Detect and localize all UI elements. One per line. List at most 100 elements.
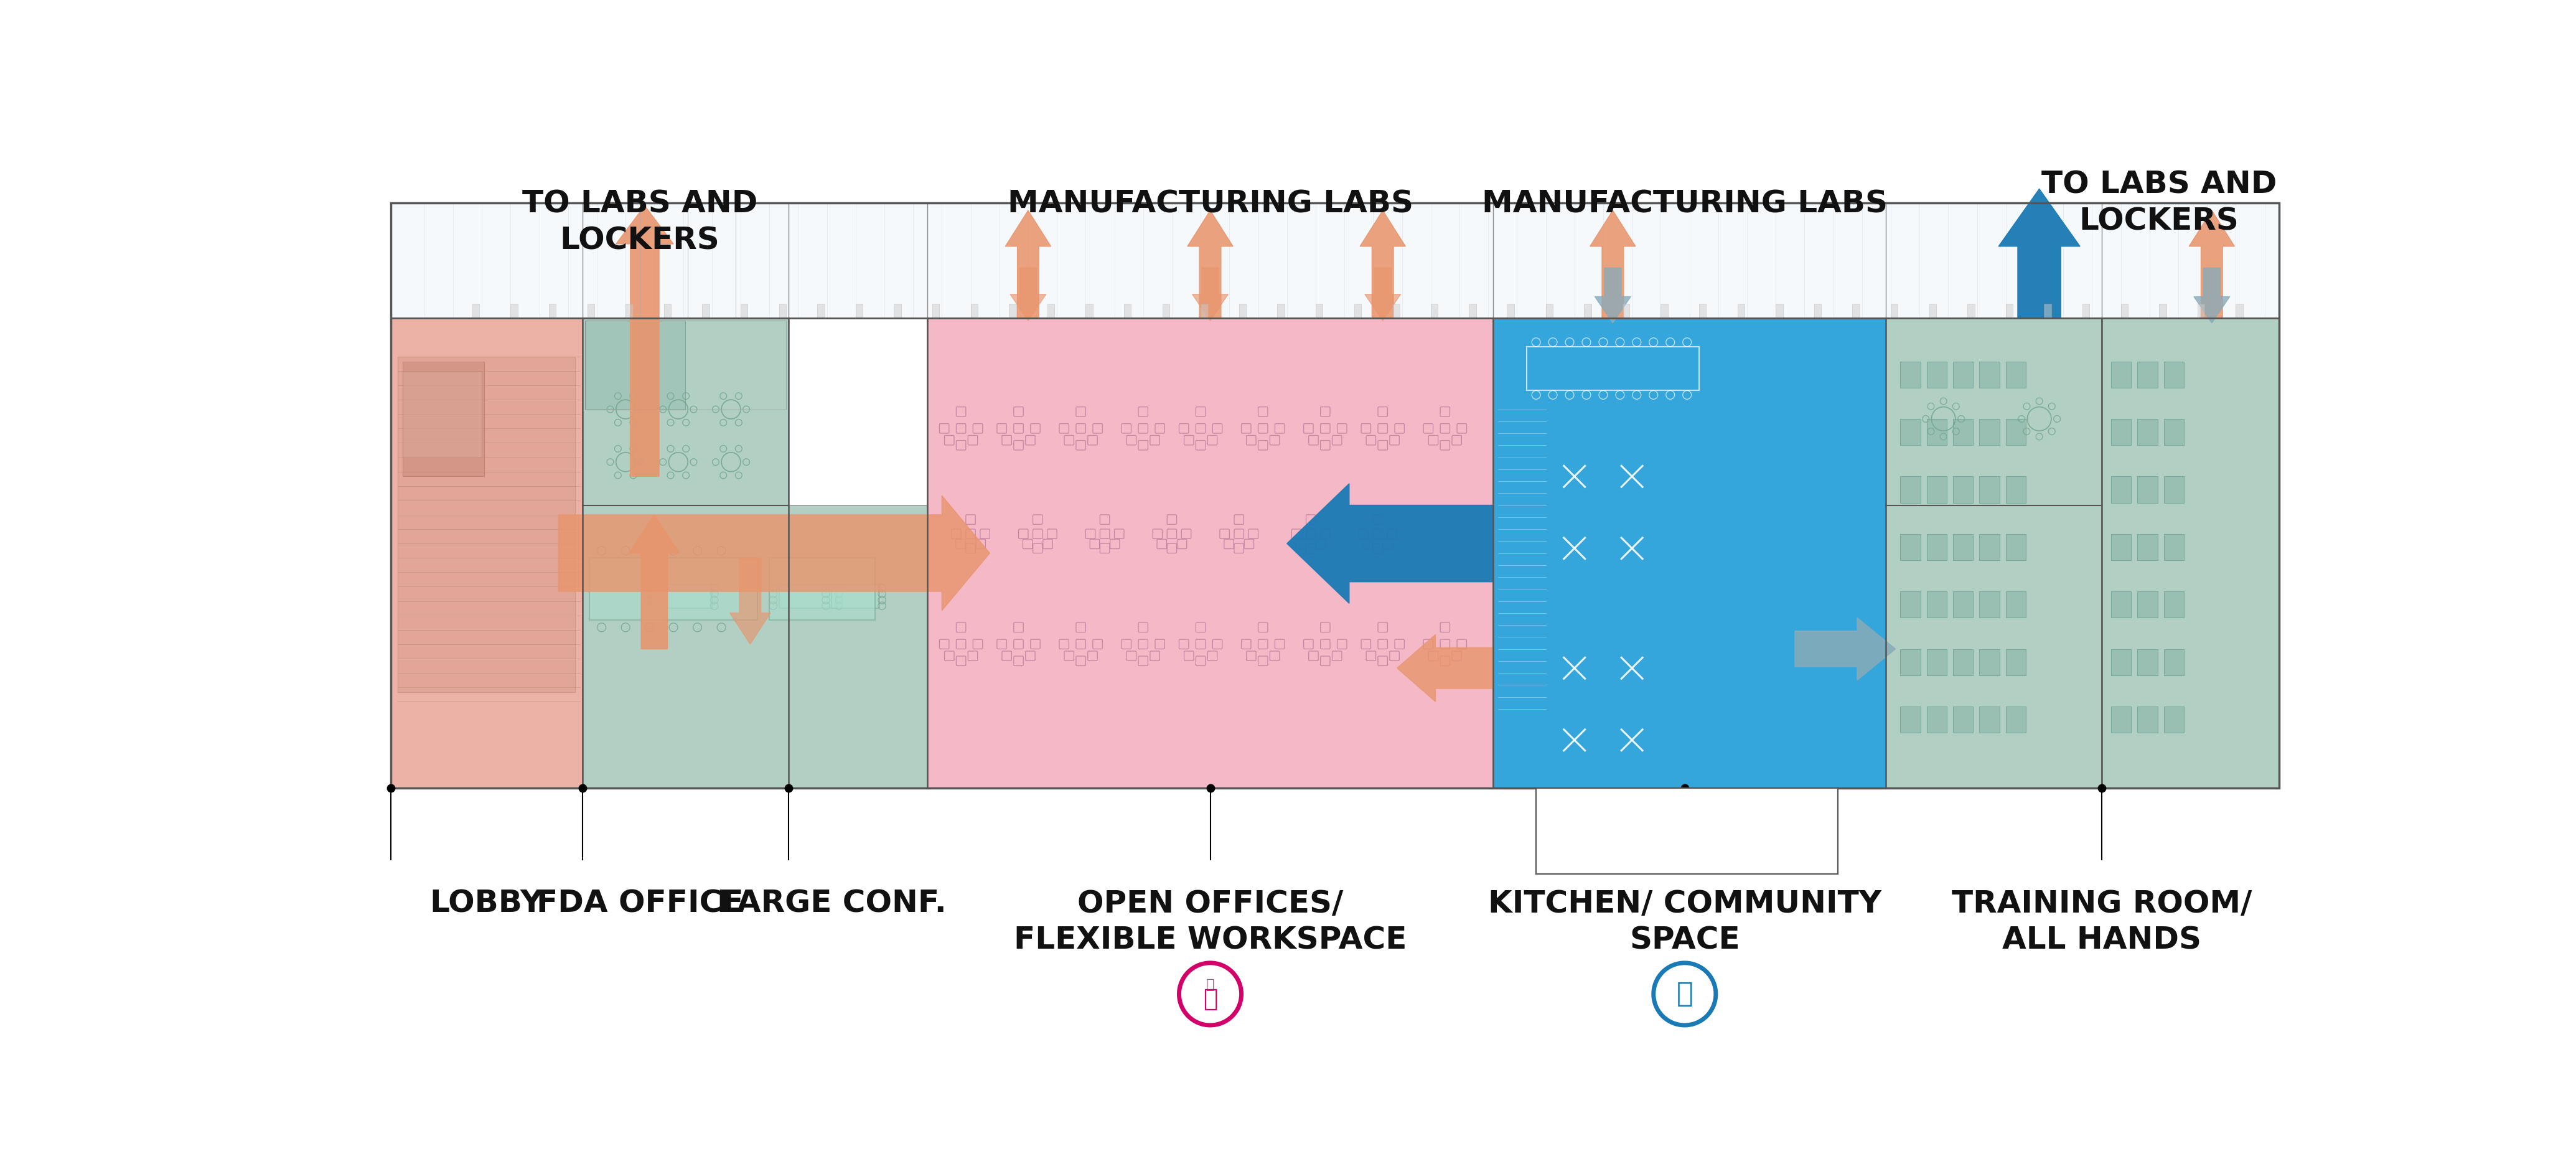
Bar (1494, 318, 1886, 788)
Bar (2112, 649, 2130, 675)
FancyArrow shape (1288, 484, 1494, 603)
Bar (2236, 304, 2244, 318)
Bar (1391, 304, 1399, 318)
Bar (1546, 304, 1553, 318)
Bar (1927, 362, 1947, 387)
Bar (2102, 318, 2280, 788)
Bar (1978, 477, 1999, 502)
Bar (392, 203, 2280, 788)
Bar (2007, 419, 2025, 445)
Bar (402, 362, 484, 477)
Text: 💡: 💡 (1206, 978, 1213, 991)
Bar (2112, 534, 2130, 560)
Bar (2007, 304, 2012, 318)
Bar (1700, 304, 1705, 318)
Bar (1584, 304, 1592, 318)
Bar (587, 304, 595, 318)
Bar (1953, 477, 1973, 502)
Bar (739, 304, 747, 318)
Bar (933, 304, 940, 318)
Bar (1123, 304, 1131, 318)
Text: FDA OFFICE: FDA OFFICE (536, 889, 744, 918)
Bar (855, 304, 863, 318)
Bar (402, 371, 482, 457)
Text: TRAINING ROOM/
ALL HANDS: TRAINING ROOM/ ALL HANDS (1953, 889, 2251, 956)
FancyArrow shape (1396, 635, 1494, 702)
Bar (2138, 649, 2159, 675)
Bar (392, 318, 582, 788)
Text: LARGE CONF.: LARGE CONF. (716, 889, 945, 918)
Text: 🍴: 🍴 (1677, 980, 1692, 1007)
Bar (1814, 304, 1821, 318)
Bar (582, 505, 927, 788)
Text: 👥: 👥 (1203, 987, 1218, 1011)
Bar (1886, 318, 2102, 505)
FancyArrow shape (729, 558, 770, 645)
Bar (1953, 419, 1973, 445)
Bar (2138, 419, 2159, 445)
Bar (1927, 534, 1947, 560)
Bar (1953, 592, 1973, 618)
FancyArrow shape (2195, 268, 2231, 323)
Bar (1953, 649, 1973, 675)
FancyArrow shape (2190, 210, 2233, 318)
FancyArrow shape (1365, 268, 1401, 321)
Bar (2120, 304, 2128, 318)
Bar (471, 304, 479, 318)
Bar (549, 304, 556, 318)
Bar (1978, 592, 1999, 618)
Bar (2138, 477, 2159, 502)
Bar (2164, 592, 2184, 618)
Bar (1901, 362, 1922, 387)
Bar (2138, 707, 2159, 733)
Bar (1886, 505, 2102, 788)
Bar (665, 304, 672, 318)
FancyArrow shape (629, 514, 680, 649)
Bar (2164, 707, 2184, 733)
Bar (1927, 419, 1947, 445)
Bar (1775, 304, 1783, 318)
Bar (2164, 477, 2184, 502)
FancyArrow shape (1010, 268, 1046, 321)
Text: LOBBY: LOBBY (430, 889, 544, 918)
Bar (1953, 707, 1973, 733)
Bar (2197, 304, 2205, 318)
Bar (1507, 304, 1515, 318)
Bar (1901, 707, 1922, 733)
Bar (1927, 477, 1947, 502)
Bar (1927, 592, 1947, 618)
Bar (1901, 419, 1922, 445)
Bar (1953, 534, 1973, 560)
Bar (2007, 707, 2025, 733)
FancyArrow shape (559, 495, 989, 610)
FancyArrow shape (1188, 210, 1234, 318)
Bar (1239, 304, 1247, 318)
Bar (2138, 592, 2159, 618)
Bar (770, 558, 876, 620)
FancyArrow shape (1589, 210, 1636, 318)
Bar (778, 585, 837, 608)
Bar (2112, 477, 2130, 502)
Text: TO LABS AND
LOCKERS: TO LABS AND LOCKERS (523, 189, 757, 256)
Bar (1901, 592, 1922, 618)
Bar (2164, 362, 2184, 387)
Bar (1978, 707, 1999, 733)
Bar (2138, 534, 2159, 560)
Bar (2112, 592, 2130, 618)
Bar (2138, 362, 2159, 387)
Bar (392, 203, 2280, 318)
Bar (1927, 649, 1947, 675)
Bar (510, 304, 518, 318)
Bar (894, 304, 902, 318)
Bar (585, 321, 685, 410)
FancyArrow shape (1795, 618, 1896, 680)
Bar (1316, 304, 1324, 318)
Bar (2045, 304, 2050, 318)
FancyArrow shape (1999, 189, 2079, 318)
Bar (1901, 649, 1922, 675)
Bar (2164, 419, 2184, 445)
Bar (1929, 304, 1937, 318)
Bar (1852, 304, 1860, 318)
Text: MANUFACTURING LABS: MANUFACTURING LABS (1481, 189, 1888, 218)
Bar (1535, 788, 1839, 875)
